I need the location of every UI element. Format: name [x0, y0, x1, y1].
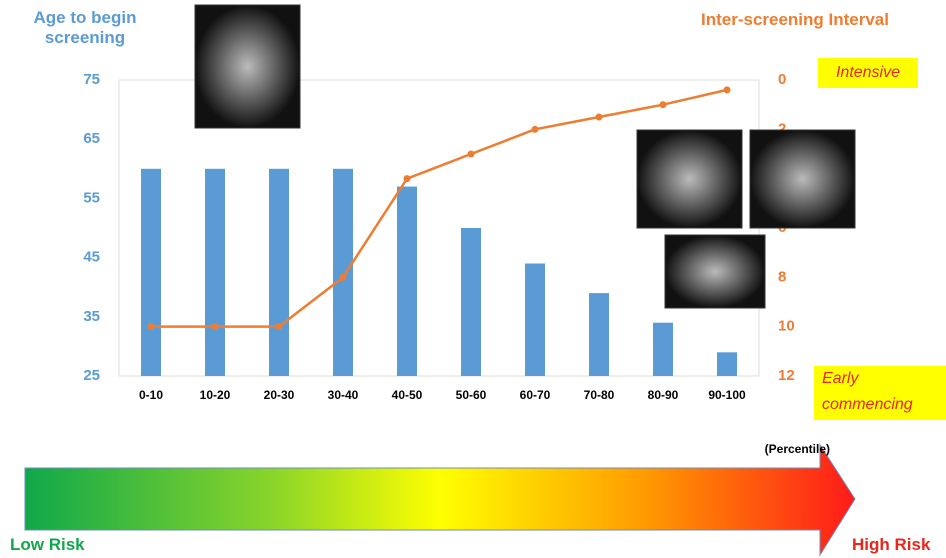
- line-point: [212, 323, 219, 330]
- y-tick-label: 55: [83, 189, 100, 206]
- annotation: Early commencing: [814, 366, 946, 420]
- x-tick-label: 20-30: [264, 388, 295, 402]
- line-point: [148, 323, 155, 330]
- bar: [653, 323, 673, 376]
- line-point: [468, 151, 475, 158]
- bar: [589, 293, 609, 376]
- y2-axis-label: Inter-screening Interval: [690, 10, 900, 30]
- scan-image: [665, 235, 765, 308]
- scan-image: [750, 130, 855, 228]
- x-tick-label: 70-80: [584, 388, 615, 402]
- x-tick-label: 0-10: [139, 388, 163, 402]
- bar: [141, 169, 161, 376]
- x-tick-label: 40-50: [392, 388, 423, 402]
- scan-image: [637, 130, 742, 228]
- y-tick-label: 35: [83, 308, 100, 325]
- y2-tick-label: 12: [778, 367, 795, 384]
- line-point: [276, 323, 283, 330]
- bar: [525, 264, 545, 376]
- line-point: [404, 175, 411, 182]
- high-risk-label: High Risk: [852, 535, 930, 555]
- bar: [717, 352, 737, 376]
- x-tick-label: 10-20: [200, 388, 231, 402]
- y-tick-label: 25: [83, 367, 100, 384]
- x-tick-label: 90-100: [708, 388, 746, 402]
- x-tick-label: 50-60: [456, 388, 487, 402]
- line-point: [596, 114, 603, 121]
- bar: [397, 187, 417, 376]
- y2-tick-label: 8: [778, 268, 786, 285]
- line-point: [724, 86, 731, 93]
- y2-tick-label: 10: [778, 318, 795, 335]
- x-axis-label: (Percentile): [700, 442, 830, 456]
- y-axis-label: Age to begin screening: [20, 8, 150, 48]
- page: 2535455565750246810120-1010-2020-3030-40…: [0, 0, 946, 558]
- bar: [461, 228, 481, 376]
- x-tick-label: 60-70: [520, 388, 551, 402]
- x-tick-label: 30-40: [328, 388, 359, 402]
- scan-image: [195, 5, 300, 128]
- annotation: Intensive: [818, 58, 918, 88]
- x-tick-label: 80-90: [648, 388, 679, 402]
- risk-arrow: [25, 445, 855, 555]
- bar: [333, 169, 353, 376]
- line-point: [660, 101, 667, 108]
- low-risk-label: Low Risk: [10, 535, 85, 555]
- line-point: [340, 274, 347, 281]
- y-tick-label: 65: [83, 130, 100, 147]
- bar: [269, 169, 289, 376]
- bar: [205, 169, 225, 376]
- y-tick-label: 45: [83, 249, 100, 266]
- line-point: [532, 126, 539, 133]
- y-tick-label: 75: [83, 71, 100, 88]
- y2-tick-label: 0: [778, 71, 786, 88]
- chart: 2535455565750246810120-1010-2020-3030-40…: [0, 0, 946, 558]
